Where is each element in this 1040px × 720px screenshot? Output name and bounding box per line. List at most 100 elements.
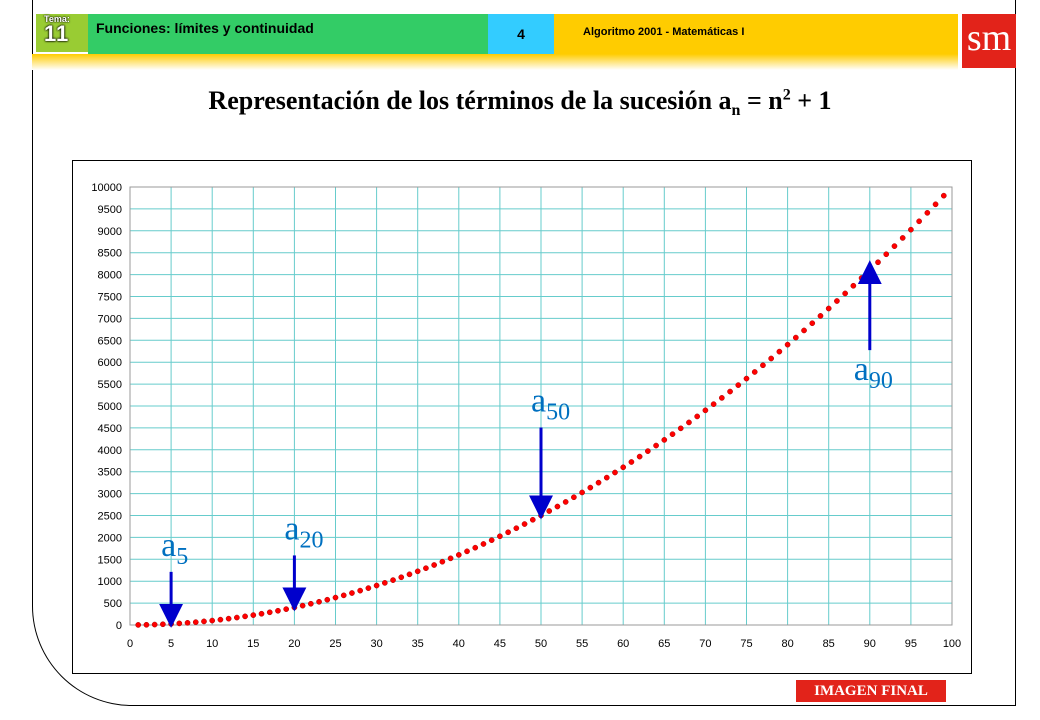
data-point	[842, 290, 848, 297]
data-point	[677, 425, 684, 432]
data-point	[349, 590, 355, 596]
x-tick-label: 85	[823, 638, 835, 650]
data-point	[472, 544, 479, 551]
data-point	[612, 469, 618, 476]
annotation-label: a20	[284, 510, 323, 553]
y-tick-label: 9000	[98, 226, 122, 238]
data-point	[801, 327, 807, 334]
tema-box	[36, 14, 88, 52]
data-point	[135, 622, 142, 628]
x-tick-label: 65	[658, 638, 670, 650]
data-point	[340, 592, 347, 599]
y-tick-label: 4000	[98, 445, 122, 457]
x-tick-label: 5	[168, 638, 174, 650]
data-point	[316, 598, 322, 605]
data-point	[866, 267, 873, 274]
data-point	[258, 610, 265, 617]
title-sup: 2	[782, 86, 791, 104]
data-point	[209, 617, 216, 624]
data-point	[768, 355, 775, 362]
title-sub: n	[731, 102, 741, 120]
slide-frame	[32, 0, 1016, 706]
data-point	[620, 464, 627, 471]
y-tick-label: 5500	[98, 379, 122, 391]
x-tick-label: 15	[247, 638, 259, 650]
data-point	[381, 580, 388, 586]
data-point	[497, 533, 503, 540]
annotation-label: a90	[854, 351, 893, 394]
data-point	[710, 401, 717, 408]
data-point	[439, 558, 446, 565]
y-tick-label: 8500	[98, 248, 122, 260]
data-point	[645, 448, 651, 454]
plot-area	[129, 186, 953, 626]
data-point	[176, 620, 183, 627]
x-tick-label: 45	[494, 638, 506, 650]
data-point	[357, 587, 364, 594]
title-prefix: Representación de los términos de la suc…	[208, 86, 732, 115]
sm-logo: sm	[962, 14, 1016, 68]
data-point	[283, 606, 290, 612]
annotation-label: a50	[531, 382, 570, 425]
data-point	[883, 251, 890, 258]
data-point	[275, 607, 281, 614]
y-tick-label: 1500	[98, 554, 122, 566]
x-tick-label: 35	[412, 638, 424, 650]
tema-number: 11	[44, 21, 70, 46]
x-tick-label: 25	[329, 638, 341, 650]
data-point	[554, 503, 561, 510]
data-point	[661, 437, 668, 443]
y-tick-label: 7500	[98, 292, 122, 304]
y-tick-label: 9500	[98, 204, 122, 216]
data-point	[628, 459, 635, 465]
y-tick-label: 6000	[98, 357, 122, 369]
data-point	[809, 320, 816, 327]
data-point	[743, 375, 750, 382]
x-tick-label: 80	[781, 638, 793, 650]
data-point	[727, 388, 733, 395]
data-point	[669, 431, 676, 438]
data-point	[595, 479, 602, 486]
data-point	[891, 243, 898, 249]
data-point	[940, 192, 947, 199]
y-tick-label: 0	[116, 620, 122, 632]
data-point	[636, 453, 643, 460]
tema-label: Tema:	[44, 14, 70, 24]
data-point	[455, 552, 462, 558]
data-point	[299, 602, 306, 609]
y-tick-label: 10000	[91, 182, 122, 194]
slide-title: Representación de los términos de la suc…	[0, 86, 1040, 120]
data-point	[916, 218, 922, 225]
data-point	[488, 537, 495, 544]
x-tick-label: 90	[864, 638, 876, 650]
y-tick-label: 3500	[98, 467, 122, 479]
data-point	[603, 474, 610, 481]
data-point	[899, 235, 906, 241]
header-gradient-bar	[32, 54, 958, 70]
data-point	[529, 516, 536, 523]
data-point	[423, 565, 429, 572]
data-point	[307, 600, 314, 607]
page-number: 4	[517, 26, 525, 42]
data-point	[718, 395, 725, 401]
topic-box	[88, 14, 488, 54]
data-point	[792, 334, 799, 341]
data-point	[332, 594, 339, 601]
x-tick-label: 70	[699, 638, 711, 650]
data-point	[760, 362, 766, 369]
y-tick-label: 2000	[98, 532, 122, 544]
data-point	[192, 619, 199, 626]
data-point	[834, 298, 840, 304]
page-box	[488, 14, 554, 54]
chart-border	[72, 160, 972, 674]
x-tick-label: 50	[535, 638, 547, 650]
data-point	[168, 621, 174, 627]
data-point	[250, 612, 257, 618]
data-point	[464, 548, 470, 555]
title-mid: = n	[740, 86, 783, 115]
y-tick-label: 8000	[98, 270, 122, 282]
data-point	[266, 609, 273, 616]
annotation-label: a5	[161, 527, 188, 570]
data-point	[406, 571, 413, 578]
data-point	[579, 489, 585, 496]
